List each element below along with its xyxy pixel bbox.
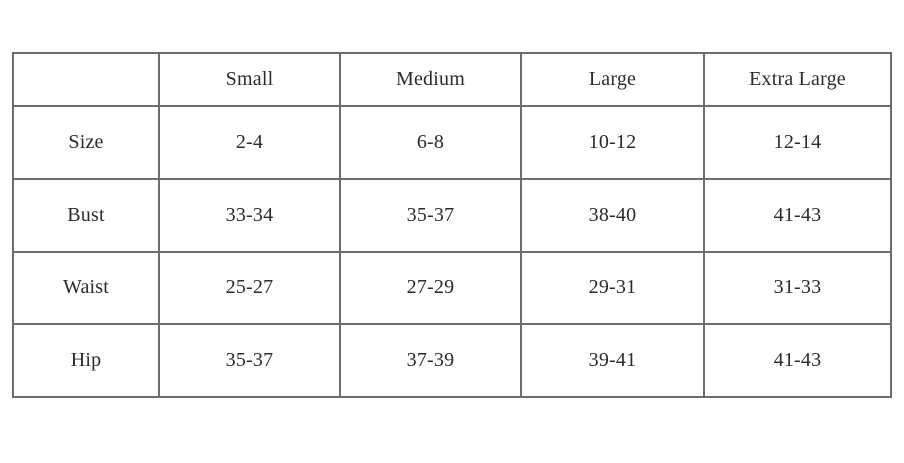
column-header-label: Extra Large [749,68,846,90]
table-row: Waist 25-27 27-29 29-31 31-33 [12,250,892,326]
cell-size-small: 2-4 [158,105,341,180]
row-header-bust: Bust [12,177,160,253]
cell-value: 38-40 [588,203,637,226]
table-row: Size 2-4 6-8 10-12 12-14 [12,105,892,180]
row-label: Bust [67,203,105,226]
row-header-size: Size [12,105,160,180]
cell-value: 41-43 [773,203,822,226]
cell-size-large: 10-12 [520,105,705,180]
cell-bust-extra-large: 41-43 [703,177,892,253]
cell-bust-large: 38-40 [520,177,705,253]
row-label: Waist [62,276,110,299]
cell-waist-small: 25-27 [158,250,341,326]
row-label: Size [68,130,104,153]
column-header-label: Large [588,68,637,90]
cell-bust-small: 33-34 [158,177,341,253]
table-row: Bust 33-34 35-37 38-40 41-43 [12,177,892,253]
cell-value: 2-4 [235,130,264,153]
cell-value: 39-41 [588,349,637,372]
column-header-small: Small [158,52,341,107]
cell-hip-extra-large: 41-43 [703,323,892,398]
cell-value: 35-37 [225,349,274,372]
cell-value: 10-12 [588,130,637,153]
size-chart-container: Small Medium Large Extra Large S [12,52,892,398]
cell-hip-medium: 37-39 [339,323,522,398]
cell-size-medium: 6-8 [339,105,522,180]
cell-hip-small: 35-37 [158,323,341,398]
cell-value: 31-33 [773,276,822,299]
header-corner-cell [12,52,160,107]
column-header-extra-large: Extra Large [703,52,892,107]
cell-waist-large: 29-31 [520,250,705,326]
cell-value: 37-39 [406,349,455,372]
table-row: Hip 35-37 37-39 39-41 41-43 [12,323,892,398]
cell-hip-large: 39-41 [520,323,705,398]
cell-value: 35-37 [406,203,455,226]
column-header-label: Small [225,68,274,90]
size-chart-table: Small Medium Large Extra Large S [12,52,892,398]
cell-value: 6-8 [416,130,445,153]
table-header-row: Small Medium Large Extra Large [12,52,892,107]
cell-value: 33-34 [225,203,274,226]
cell-value: 29-31 [588,276,637,299]
row-header-hip: Hip [12,323,160,398]
column-header-label: Medium [396,68,465,90]
cell-size-extra-large: 12-14 [703,105,892,180]
cell-value: 27-29 [406,276,455,299]
cell-value: 41-43 [773,349,822,372]
column-header-medium: Medium [339,52,522,107]
cell-waist-extra-large: 31-33 [703,250,892,326]
cell-value: 25-27 [225,276,274,299]
cell-waist-medium: 27-29 [339,250,522,326]
row-label: Hip [70,349,102,372]
column-header-large: Large [520,52,705,107]
row-header-waist: Waist [12,250,160,326]
cell-bust-medium: 35-37 [339,177,522,253]
cell-value: 12-14 [773,130,822,153]
